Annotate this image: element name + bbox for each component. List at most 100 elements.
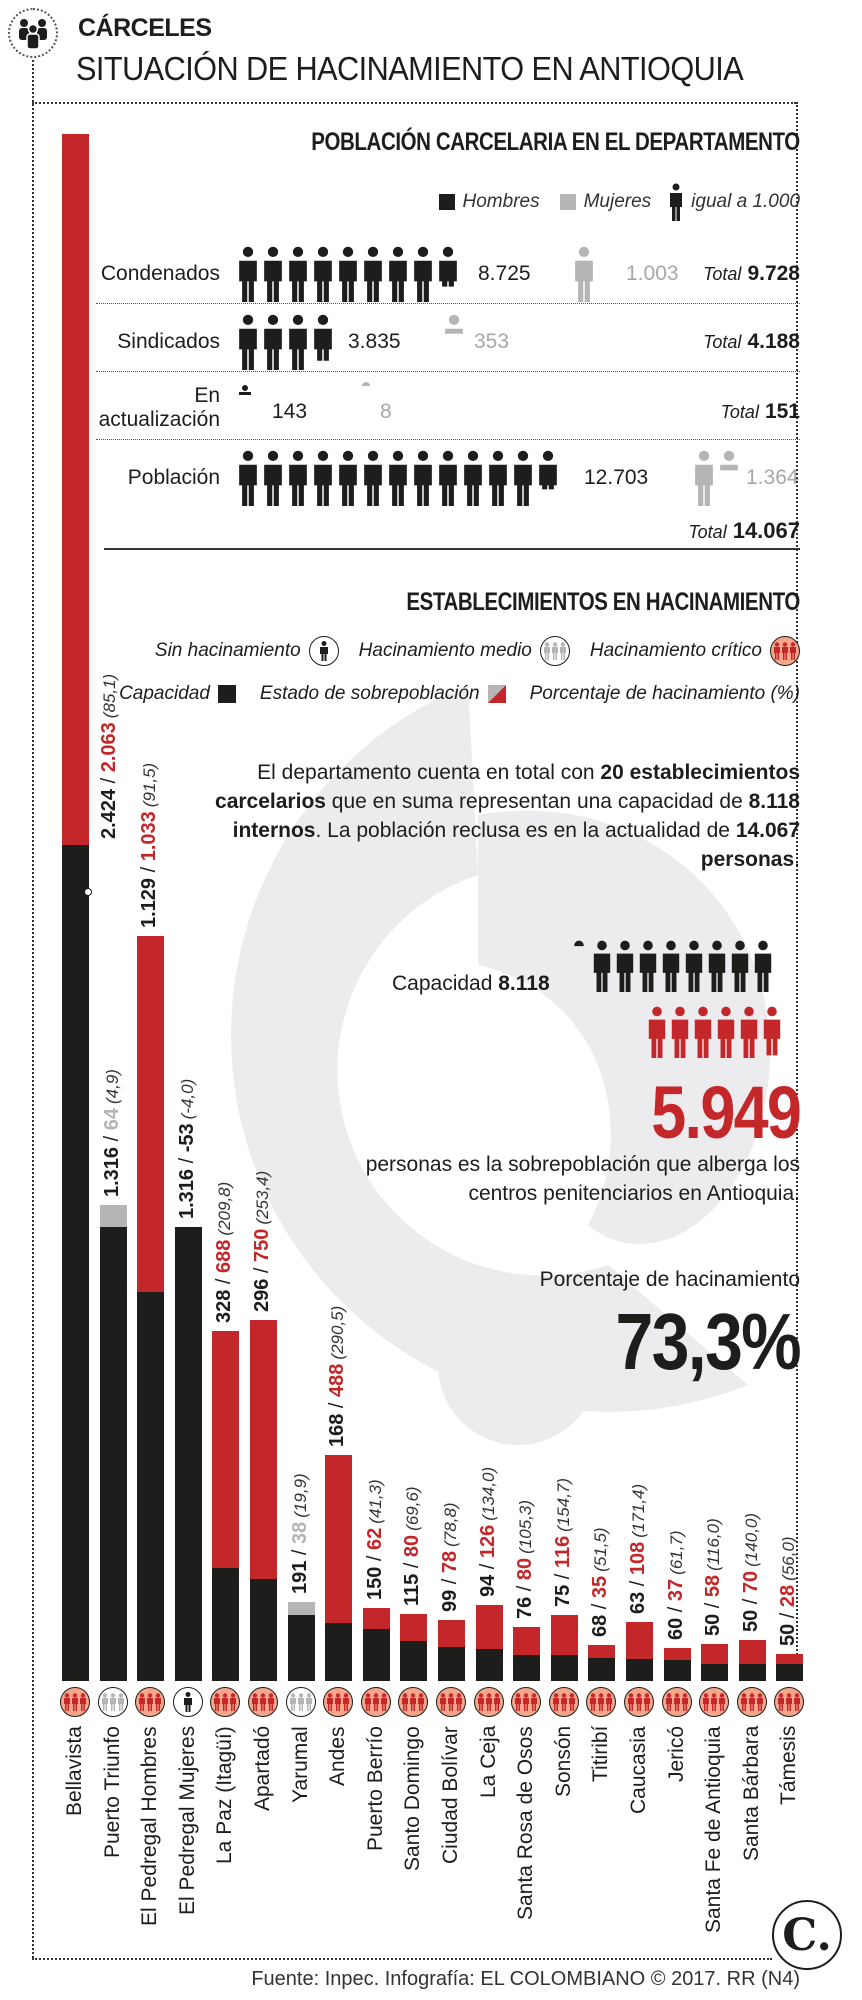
overpopulation-swatch — [487, 685, 506, 703]
person-icon — [289, 246, 307, 302]
capacity-segment — [325, 1623, 352, 1681]
bar-value-label: 150 / 62(41,3) — [364, 1479, 386, 1600]
bar-value-label: 328 / 688(209,8) — [213, 1181, 235, 1323]
bar-santo-domingo — [400, 1613, 427, 1681]
critical-overcrowding-icon — [60, 1687, 90, 1717]
bar-value-label: 99 / 78(78,8) — [439, 1502, 461, 1612]
bar-value-label: 168 / 488(290,5) — [326, 1305, 348, 1447]
establishment-name: El Pedregal Hombres — [138, 1726, 161, 1926]
critical-overcrowding-icon — [474, 1687, 504, 1717]
capacity-segment — [100, 1227, 127, 1681]
person-icon — [489, 450, 507, 506]
row-label: Población — [127, 466, 220, 489]
establishment-name: Yarumal — [289, 1726, 312, 1803]
summary-paragraph: El departamento cuenta en total con 20 e… — [215, 761, 800, 871]
section-kicker: CÁRCELES — [78, 14, 212, 42]
bar-apartad- — [250, 1320, 277, 1681]
capacity-segment — [288, 1615, 315, 1681]
bar-value-label: 60 / 37(61,7) — [665, 1529, 687, 1640]
bar-t-mesis — [776, 1654, 803, 1681]
person-icon — [464, 450, 482, 506]
legend-medio: Hacinamiento medio — [358, 640, 532, 661]
overpopulation-segment — [325, 1454, 352, 1624]
establishment-name: Apartadó — [251, 1725, 274, 1811]
capacity-segment — [137, 1291, 164, 1681]
bar-value-label: 68 / 35(51,5) — [589, 1527, 611, 1638]
overpopulation-segment — [438, 1619, 465, 1647]
overpopulation-pictogram — [646, 1006, 783, 1058]
critical-overcrowding-icon — [549, 1687, 579, 1717]
person-icon — [763, 1006, 781, 1056]
women-count: 8 — [380, 400, 392, 423]
medium-overcrowding-icon — [286, 1687, 316, 1717]
row-label: En actualización — [98, 384, 220, 431]
bar-la-paz-itag- — [212, 1330, 239, 1681]
person-icon — [314, 246, 332, 302]
person-icon — [289, 314, 307, 370]
person-icon — [389, 450, 407, 506]
overpopulation-segment — [62, 133, 89, 846]
bar-value-label: 115 / 80(69,6) — [401, 1486, 423, 1606]
critical-overcrowding-icon — [210, 1687, 240, 1717]
establishment-name: Titiribí — [589, 1725, 612, 1782]
bar-value-label: 94 / 126(134,0) — [477, 1466, 499, 1598]
page-title: SITUACIÓN DE HACINAMIENTO EN ANTIOQUIA — [76, 50, 744, 87]
establishment-name: Támesis — [777, 1725, 800, 1805]
bar-value-label: 1.316 / -53(-4,0) — [176, 1078, 198, 1220]
establishment-name: Puerto Triunfo — [101, 1726, 124, 1858]
women-pictogram — [442, 314, 466, 370]
legend-sobrepoblacion: Estado de sobrepoblación — [259, 683, 480, 704]
row-label: Sindicados — [117, 330, 220, 353]
percentage-label: Porcentaje de hacinamiento — [539, 1268, 800, 1291]
capacity-segment — [513, 1654, 540, 1681]
person-icon — [264, 450, 282, 506]
watermark-logo — [231, 685, 770, 1445]
capacity-segment — [664, 1660, 691, 1681]
person-icon — [574, 940, 584, 947]
bar-value-label: 2.424 / 2.063(85,1) — [98, 673, 120, 840]
critical-overcrowding-icon — [624, 1687, 654, 1717]
frame-border-top — [32, 102, 796, 104]
population-grand-total: Total 14.067 — [688, 518, 800, 543]
el-colombiano-logo: C. — [772, 1900, 842, 1970]
critical-overcrowding-icon — [662, 1687, 692, 1717]
establishment-name: El Pedregal Mujeres — [176, 1725, 199, 1915]
overpopulation-segment — [100, 1205, 127, 1228]
men-pictogram — [236, 246, 460, 302]
bar-el-pedregal-hombres — [137, 935, 164, 1681]
frame-border-left — [32, 60, 34, 1958]
critical-overcrowding-icon — [737, 1687, 767, 1717]
women-count: 1.003 — [626, 262, 679, 285]
person-icon — [314, 450, 332, 506]
bar-value-label: 296 / 750(253,4) — [251, 1171, 273, 1313]
establishments-title: ESTABLECIMIENTOS EN HACINAMIENTO — [406, 588, 801, 616]
capacity-segment — [626, 1659, 653, 1681]
capacity-segment — [438, 1646, 465, 1681]
women-swatch — [559, 194, 576, 210]
person-icon — [389, 246, 407, 302]
capacity-segment — [776, 1663, 803, 1681]
person-icon — [616, 940, 634, 992]
men-swatch — [438, 194, 455, 210]
bar-bellavista — [62, 133, 89, 1681]
person-icon — [264, 246, 282, 302]
capacity-segment — [400, 1641, 427, 1681]
establishment-name: Santo Domingo — [401, 1726, 424, 1871]
overpopulation-segment — [551, 1615, 578, 1656]
bar-ciudad-bol-var — [438, 1619, 465, 1681]
establishment-name: La Paz (Itagüí) — [213, 1726, 236, 1864]
capacity-swatch — [217, 685, 236, 703]
person-icon — [740, 1006, 758, 1058]
capacity-segment — [476, 1648, 503, 1681]
person-icon — [314, 314, 332, 361]
bar-value-label: 50 / 28(56,0) — [777, 1536, 799, 1647]
establishment-name: Ciudad Bolívar — [439, 1726, 462, 1864]
person-icon — [264, 314, 282, 370]
person-icon — [639, 940, 657, 992]
bar-caucasia — [626, 1622, 653, 1681]
overpopulation-segment — [212, 1330, 239, 1568]
legend-men: Hombres — [462, 191, 540, 212]
establishment-name: Santa Rosa de Osos — [514, 1726, 537, 1920]
overpopulation-segment — [288, 1602, 315, 1616]
medium-overcrowding-icon — [539, 636, 570, 666]
